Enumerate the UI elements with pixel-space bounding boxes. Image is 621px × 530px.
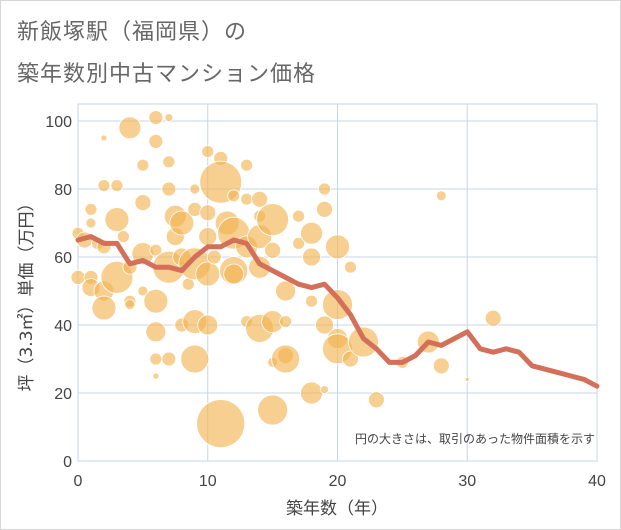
data-bubble [134, 194, 152, 212]
x-tick-label: 20 [329, 473, 347, 490]
data-bubble [85, 217, 97, 229]
data-bubble [199, 204, 217, 222]
data-bubble [110, 179, 124, 193]
data-bubble [91, 295, 117, 321]
data-bubble [198, 227, 218, 247]
x-tick-label: 30 [458, 473, 476, 490]
data-bubble [195, 261, 221, 287]
data-bubble [432, 357, 450, 375]
data-bubble [164, 113, 174, 122]
data-bubble [300, 221, 323, 245]
data-bubble [206, 249, 222, 265]
data-bubble [169, 210, 195, 236]
data-bubble [84, 202, 98, 216]
data-bubble [292, 209, 305, 223]
x-tick-label: 40 [588, 473, 606, 490]
data-bubble [189, 183, 201, 195]
data-bubble [300, 381, 323, 405]
chart-title-line-2: 築年数別中古マンション価格 [17, 62, 317, 87]
data-bubble [264, 241, 282, 259]
data-bubble [302, 247, 321, 267]
data-bubble [275, 280, 297, 302]
data-bubble [325, 234, 350, 260]
data-bubble [148, 110, 164, 125]
data-bubble [161, 351, 177, 367]
data-bubble [100, 134, 108, 142]
data-bubble [118, 116, 142, 140]
data-bubble [180, 344, 210, 374]
data-bubble [149, 243, 163, 257]
average-price-line [75, 234, 600, 389]
data-bubble [316, 200, 333, 218]
data-bubble [70, 269, 86, 285]
data-bubble [464, 376, 470, 382]
tick-labels: 0 10 20 30 40 0 20 40 60 80 100 [45, 114, 606, 490]
data-bubble [223, 263, 245, 285]
data-bubble [97, 179, 111, 193]
data-bubble [344, 260, 357, 274]
bubbles [70, 110, 502, 449]
data-bubble [148, 133, 164, 149]
y-tick-label: 80 [54, 182, 72, 199]
data-bubble [305, 294, 318, 308]
data-bubble [315, 315, 334, 335]
data-bubble [152, 372, 160, 380]
data-bubble [320, 385, 329, 395]
y-axis-label: 坪（3.3㎡）単価（万円） [17, 194, 37, 391]
data-bubble [435, 190, 447, 202]
data-bubble [292, 236, 305, 250]
data-bubble [149, 352, 163, 366]
chart-title-line-1: 新飯塚駅（福岡県）の [17, 20, 248, 45]
data-bubble [227, 189, 241, 203]
x-axis-label: 築年数（年） [286, 499, 388, 519]
data-bubble [197, 314, 219, 336]
y-tick-label: 40 [54, 318, 72, 335]
data-bubble [143, 288, 169, 314]
data-bubble [145, 321, 167, 343]
grid [77, 103, 598, 462]
data-bubble [257, 394, 289, 426]
data-bubble [196, 399, 246, 449]
data-bubble [161, 181, 177, 197]
x-tick-label: 10 [199, 473, 217, 490]
data-bubble [348, 326, 379, 358]
data-bubble [484, 309, 502, 327]
data-bubble [240, 192, 254, 206]
data-bubble [368, 391, 385, 409]
y-tick-label: 60 [54, 250, 72, 267]
data-bubble [117, 230, 130, 244]
data-bubble [318, 182, 331, 196]
data-bubble [251, 190, 269, 208]
x-tick-label: 0 [74, 473, 83, 490]
y-tick-label: 20 [54, 386, 72, 403]
data-bubble [256, 203, 290, 237]
data-bubble [162, 155, 176, 169]
data-bubble [136, 158, 150, 172]
data-bubble [201, 145, 215, 159]
data-bubble [137, 285, 149, 297]
data-bubble [279, 315, 293, 329]
y-tick-label: 0 [63, 454, 72, 471]
y-tick-label: 100 [45, 114, 72, 131]
data-bubble [124, 299, 136, 311]
data-bubble [104, 207, 130, 233]
bubble-size-note: 円の大きさは、取引のあった物件面積を示す [355, 431, 595, 446]
data-bubble [342, 350, 359, 368]
data-bubble [322, 289, 353, 321]
data-bubble [271, 344, 301, 374]
data-bubble [240, 158, 254, 172]
